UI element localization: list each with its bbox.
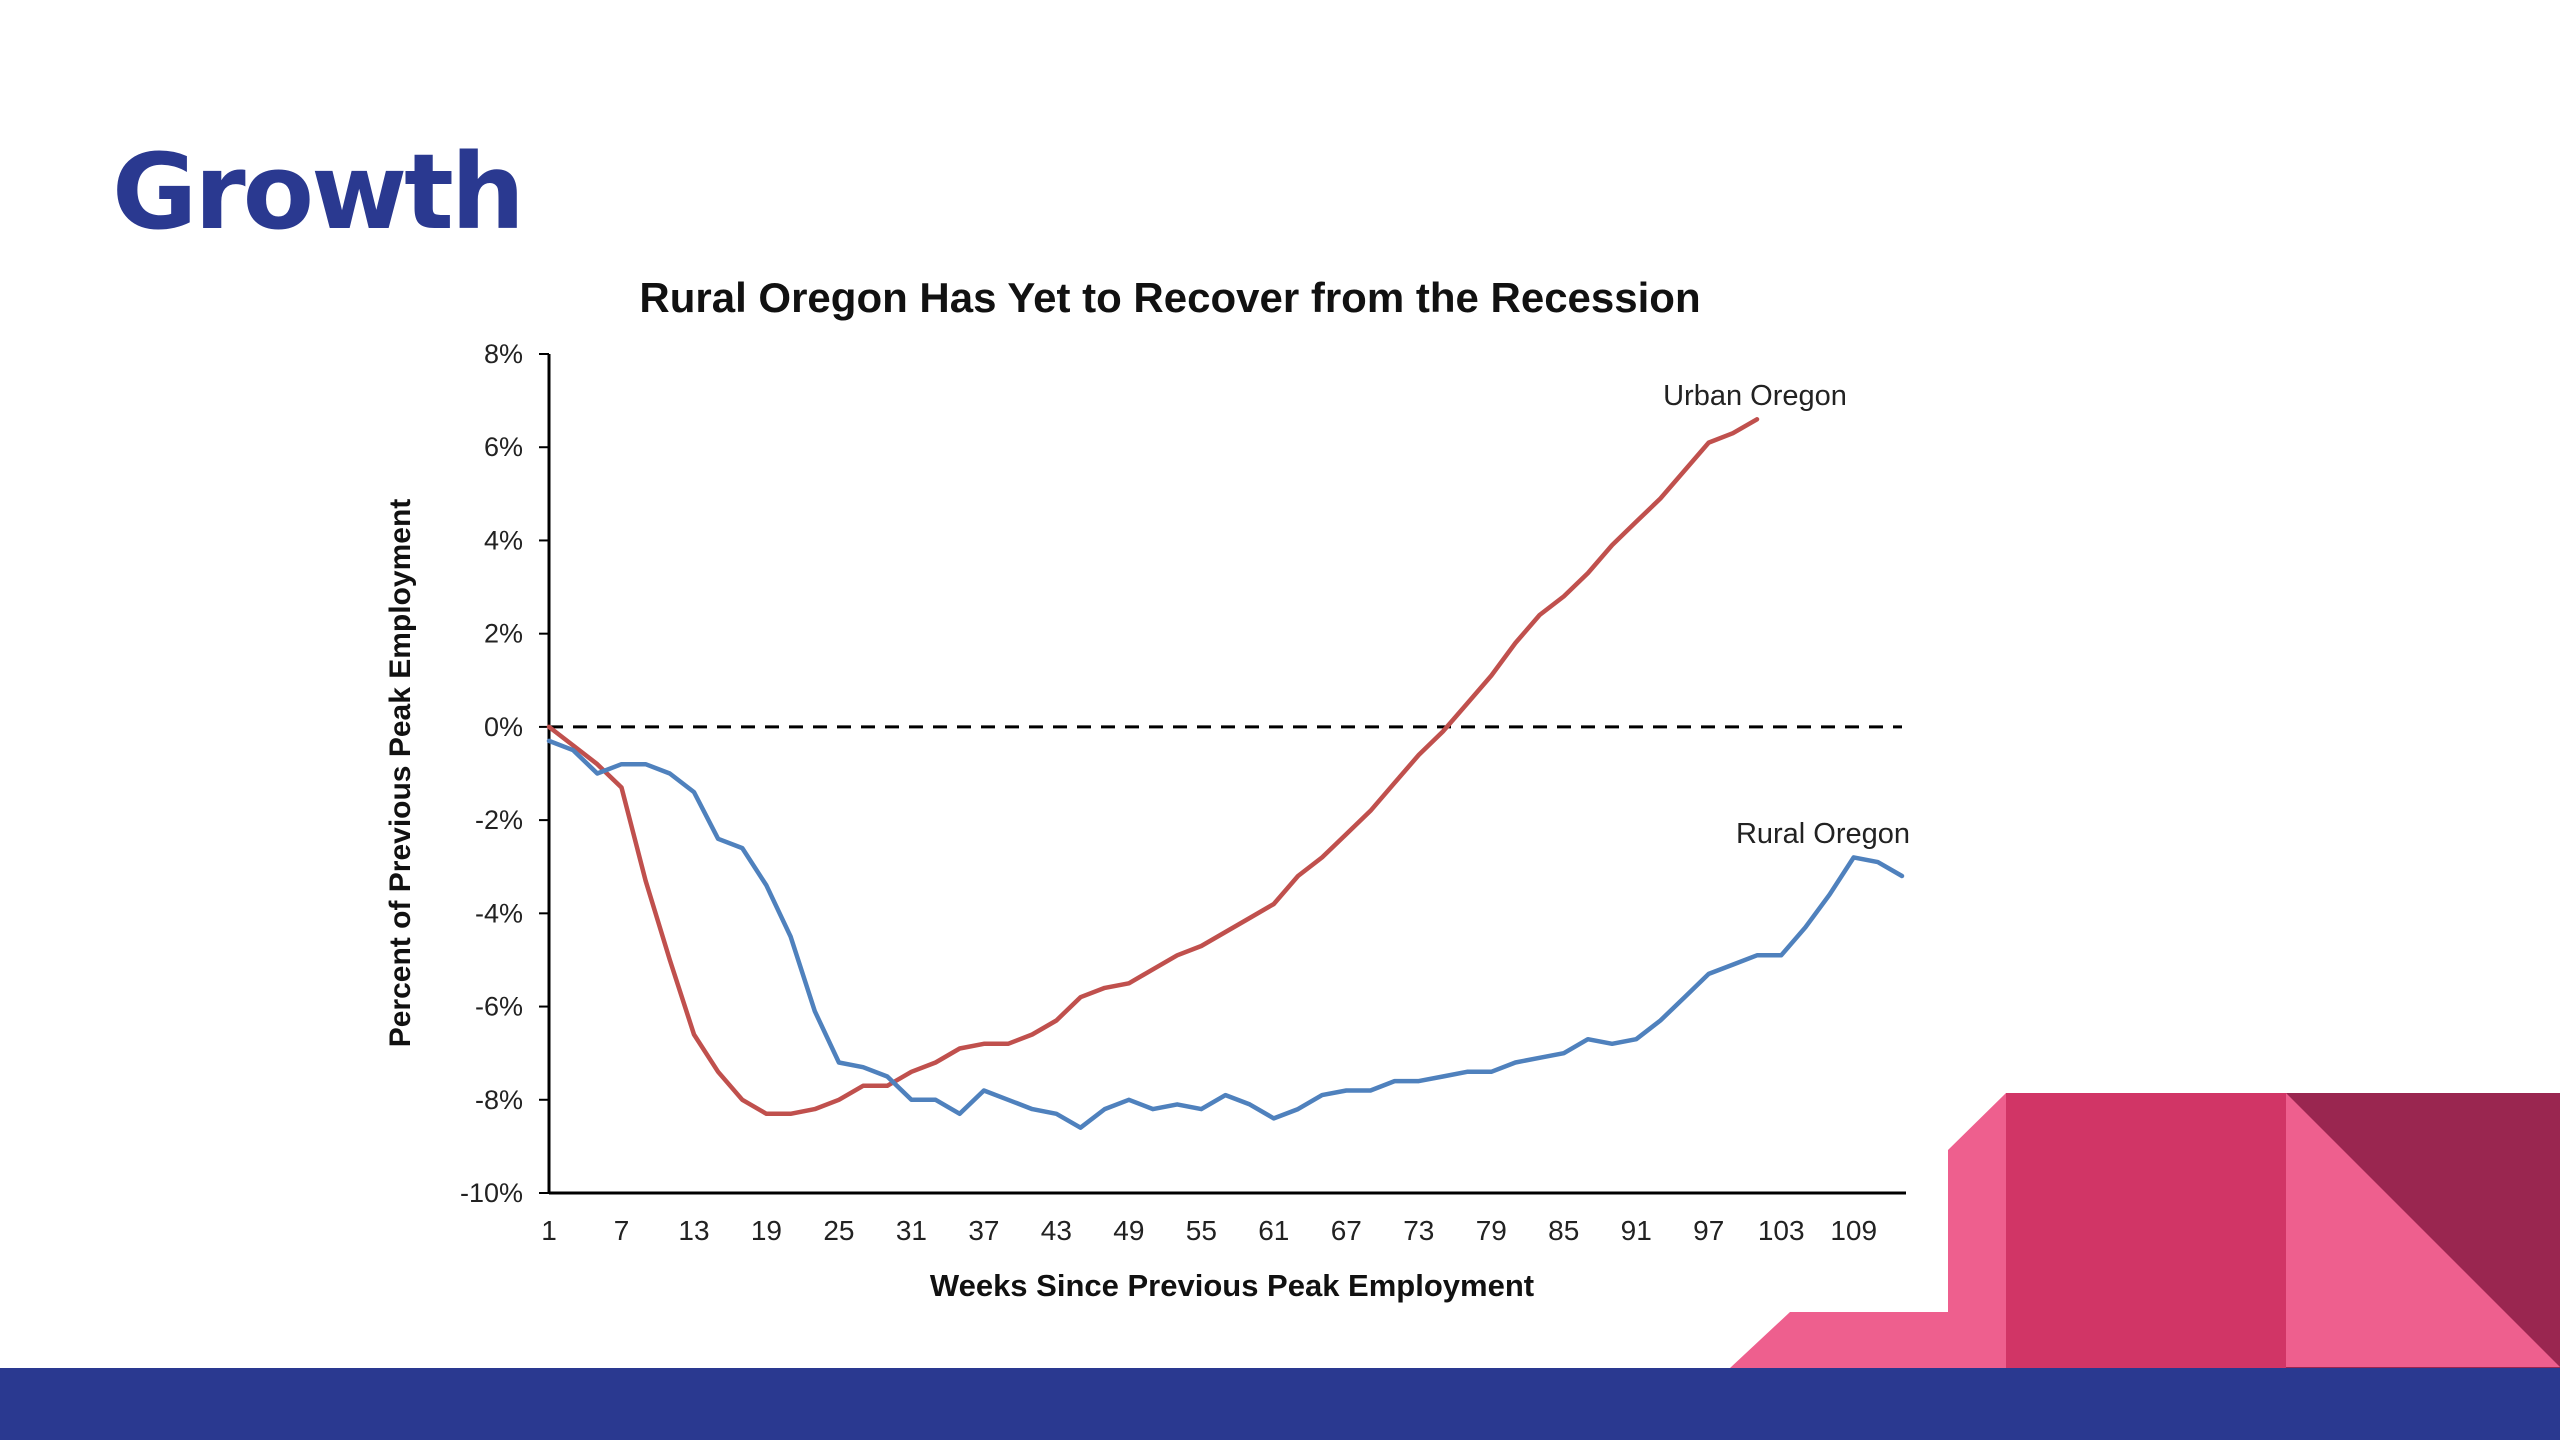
x-tick-label: 97 (1693, 1215, 1724, 1246)
y-tick-label: 6% (484, 432, 523, 462)
chart-title: Rural Oregon Has Yet to Recover from the… (639, 274, 1700, 321)
x-tick-label: 1 (541, 1215, 557, 1246)
x-tick-label: 61 (1258, 1215, 1289, 1246)
y-tick-label: 0% (484, 712, 523, 742)
x-tick-label: 49 (1113, 1215, 1144, 1246)
urban-oregon-label: Urban Oregon (1663, 380, 1847, 412)
pink-triangle-light (2286, 1093, 2560, 1367)
slide-title: Growth (112, 131, 525, 253)
x-tick-label: 19 (751, 1215, 782, 1246)
x-tick-label: 25 (823, 1215, 854, 1246)
rural-oregon-line (546, 738, 1905, 1130)
y-axis-label: Percent of Previous Peak Employment (384, 499, 417, 1048)
x-axis-label: Weeks Since Previous Peak Employment (930, 1268, 1534, 1303)
x-tick-label: 43 (1041, 1215, 1072, 1246)
x-tick-label: 73 (1403, 1215, 1434, 1246)
x-tick-label: 67 (1331, 1215, 1362, 1246)
pink-step-light (1730, 1093, 2008, 1368)
y-tick-label: 2% (484, 619, 523, 649)
y-tick-label: -2% (475, 805, 523, 835)
x-tick-label: 85 (1548, 1215, 1579, 1246)
x-tick-label: 7 (614, 1215, 630, 1246)
urban-oregon-line (546, 417, 1760, 1117)
x-tick-label: 103 (1758, 1215, 1805, 1246)
x-tick-label: 55 (1186, 1215, 1217, 1246)
x-tick-label: 31 (896, 1215, 927, 1246)
pink-block-mid (2006, 1093, 2286, 1368)
y-tick-label: -10% (460, 1178, 523, 1208)
y-tick-label: -6% (475, 992, 523, 1022)
x-tick-label: 13 (678, 1215, 709, 1246)
y-tick-label: 8% (484, 339, 523, 369)
x-tick-label: 109 (1830, 1215, 1877, 1246)
y-tick-label: -8% (475, 1085, 523, 1115)
x-tick-label: 79 (1476, 1215, 1507, 1246)
y-tick-label: 4% (484, 525, 523, 555)
x-tick-label: 37 (968, 1215, 999, 1246)
x-tick-label: 91 (1621, 1215, 1652, 1246)
y-tick-label: -4% (475, 898, 523, 928)
rural-oregon-label: Rural Oregon (1736, 818, 1910, 850)
footer-bar (0, 1368, 2560, 1440)
